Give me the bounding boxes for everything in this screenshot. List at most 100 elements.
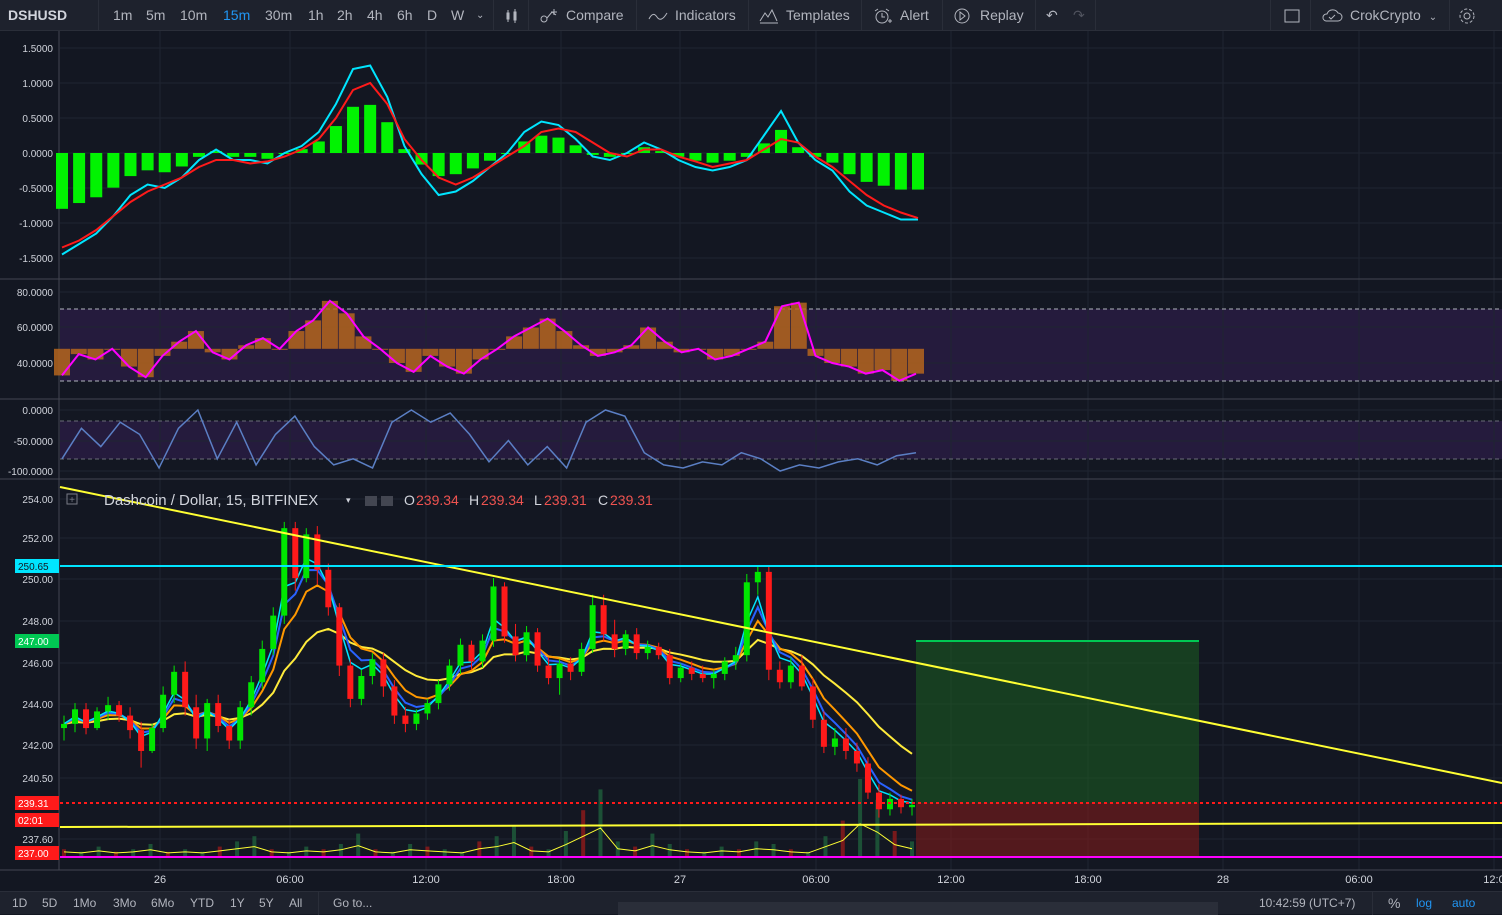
hline-price-tag (15, 559, 59, 573)
macd-hist-bar (603, 153, 616, 157)
range-3Mo[interactable]: 3Mo (113, 896, 137, 910)
settings-icon[interactable] (381, 496, 393, 506)
candle-body (600, 605, 607, 635)
rsi-hist-bar (874, 348, 891, 371)
collapse-icon[interactable] (66, 493, 78, 505)
chart-canvas[interactable]: 1.5000 1.0000 0.5000 0.0000 -0.5000 -1.0000 -1… (0, 31, 1502, 891)
candle-body (226, 725, 233, 741)
volume-bar (286, 851, 291, 857)
target-zone[interactable] (916, 641, 1199, 803)
candle-body (886, 798, 893, 810)
interval-D[interactable]: D (427, 7, 438, 23)
stop-zone[interactable] (916, 803, 1199, 858)
candle-body (105, 705, 112, 712)
range-All[interactable]: All (289, 896, 303, 910)
rsi-hist-bar (573, 345, 590, 349)
interval-W[interactable]: W (451, 7, 465, 23)
interval-6h[interactable]: 6h (397, 7, 413, 23)
interval-4h[interactable]: 4h (367, 7, 383, 23)
range-6Mo[interactable]: 6Mo (151, 896, 175, 910)
macd-tick-label: -1.0000 (19, 219, 53, 230)
gear-icon (1459, 8, 1475, 24)
interval-10m[interactable]: 10m (180, 7, 208, 23)
range-5Y[interactable]: 5Y (259, 896, 274, 910)
macd-hist-bar (740, 153, 753, 157)
range-1Mo[interactable]: 1Mo (73, 896, 97, 910)
rsi-hist-bar (522, 327, 539, 349)
wr-tick-label: -50.0000 (14, 437, 54, 448)
support-line[interactable] (59, 822, 1502, 828)
divider (1449, 0, 1450, 31)
macd-hist-bar (107, 153, 120, 188)
rsi-hist-bar (707, 348, 724, 360)
descending-trend-line[interactable] (59, 486, 1502, 784)
candle-body (380, 659, 387, 687)
volume-bar (62, 849, 66, 857)
countdown-tag (15, 813, 59, 827)
interval-dropdown-icon[interactable]: ⌄ (476, 10, 485, 21)
symbol-search[interactable]: DSHUSD (8, 7, 68, 23)
volume-bar (408, 844, 413, 857)
settings-button[interactable] (1457, 0, 1477, 31)
interval-1h[interactable]: 1h (308, 7, 324, 23)
interval-30m[interactable]: 30m (265, 7, 293, 23)
series-legend[interactable]: + Dashcoin / Dollar, 15, BITFINEX ▾ O 23… (66, 492, 653, 509)
templates-button[interactable]: Templates (758, 0, 850, 31)
range-1D[interactable]: 1D (12, 896, 28, 910)
chevron-down-icon[interactable]: ▾ (346, 495, 351, 505)
macd-hist-bar (90, 153, 103, 198)
indicators-button[interactable]: Indicators (647, 0, 736, 31)
candle-body (688, 667, 695, 674)
candle-body (644, 646, 651, 654)
rsi-hist-bar (355, 336, 372, 349)
auto-toggle[interactable]: auto (1452, 896, 1476, 910)
chart-type-button[interactable] (503, 0, 521, 31)
eye-icon[interactable] (365, 496, 377, 506)
goto-button[interactable]: Go to... (333, 896, 373, 910)
last-price-tag (15, 796, 59, 810)
alert-button[interactable]: Alert (872, 0, 929, 31)
candle-body (809, 686, 816, 720)
candle-body (710, 673, 717, 679)
rsi-hist-bar (723, 348, 740, 356)
interval-15m[interactable]: 15m (223, 7, 251, 23)
compare-button[interactable]: Compare (538, 0, 624, 31)
candle-body (94, 711, 101, 729)
interval-1m[interactable]: 1m (113, 7, 133, 23)
range-1Y[interactable]: 1Y (230, 896, 245, 910)
divider (636, 0, 637, 31)
rsi-hist-bar (171, 341, 188, 349)
rsi-hist-bar (388, 348, 405, 363)
range-5D[interactable]: 5D (42, 896, 58, 910)
clock-label: 10:42:59 (UTC+7) (1259, 896, 1356, 910)
range-YTD[interactable]: YTD (190, 896, 214, 910)
redo-button[interactable]: ↷ (1073, 0, 1085, 31)
drawing-toolbar-strip[interactable] (618, 902, 1218, 915)
volume-bar (390, 851, 395, 857)
low-value: 239.31 (544, 492, 587, 508)
time-tick-label: 06:00 (802, 874, 830, 886)
volume-bar (840, 820, 845, 857)
replay-button[interactable]: Replay (952, 0, 1024, 31)
rsi-hist-bar (589, 348, 606, 356)
rsi-hist-bar (824, 348, 841, 363)
compare-icon (540, 9, 557, 23)
volume-bar (338, 844, 343, 857)
candle-body (699, 673, 706, 679)
undo-button[interactable]: ↶ (1046, 0, 1058, 31)
volume-bar (460, 851, 465, 857)
percent-toggle[interactable]: % (1388, 895, 1401, 911)
interval-2h[interactable]: 2h (337, 7, 353, 23)
layout-menu[interactable]: CrokCrypto ⌄ (1320, 0, 1437, 31)
fullscreen-button[interactable] (1283, 0, 1301, 31)
rsi-hist-bar (757, 341, 774, 349)
rsi-hist-bar (656, 341, 673, 349)
price-tick-label: 246.00 (22, 659, 53, 670)
interval-5m[interactable]: 5m (146, 7, 166, 23)
log-toggle[interactable]: log (1416, 896, 1433, 910)
candle-body (798, 665, 805, 687)
candle-body (182, 671, 189, 708)
target-price-label: 247.00 (18, 637, 49, 648)
candle-body (369, 659, 376, 676)
chart-area[interactable]: 1.5000 1.0000 0.5000 0.0000 -0.5000 -1.0000 -1… (0, 31, 1502, 891)
